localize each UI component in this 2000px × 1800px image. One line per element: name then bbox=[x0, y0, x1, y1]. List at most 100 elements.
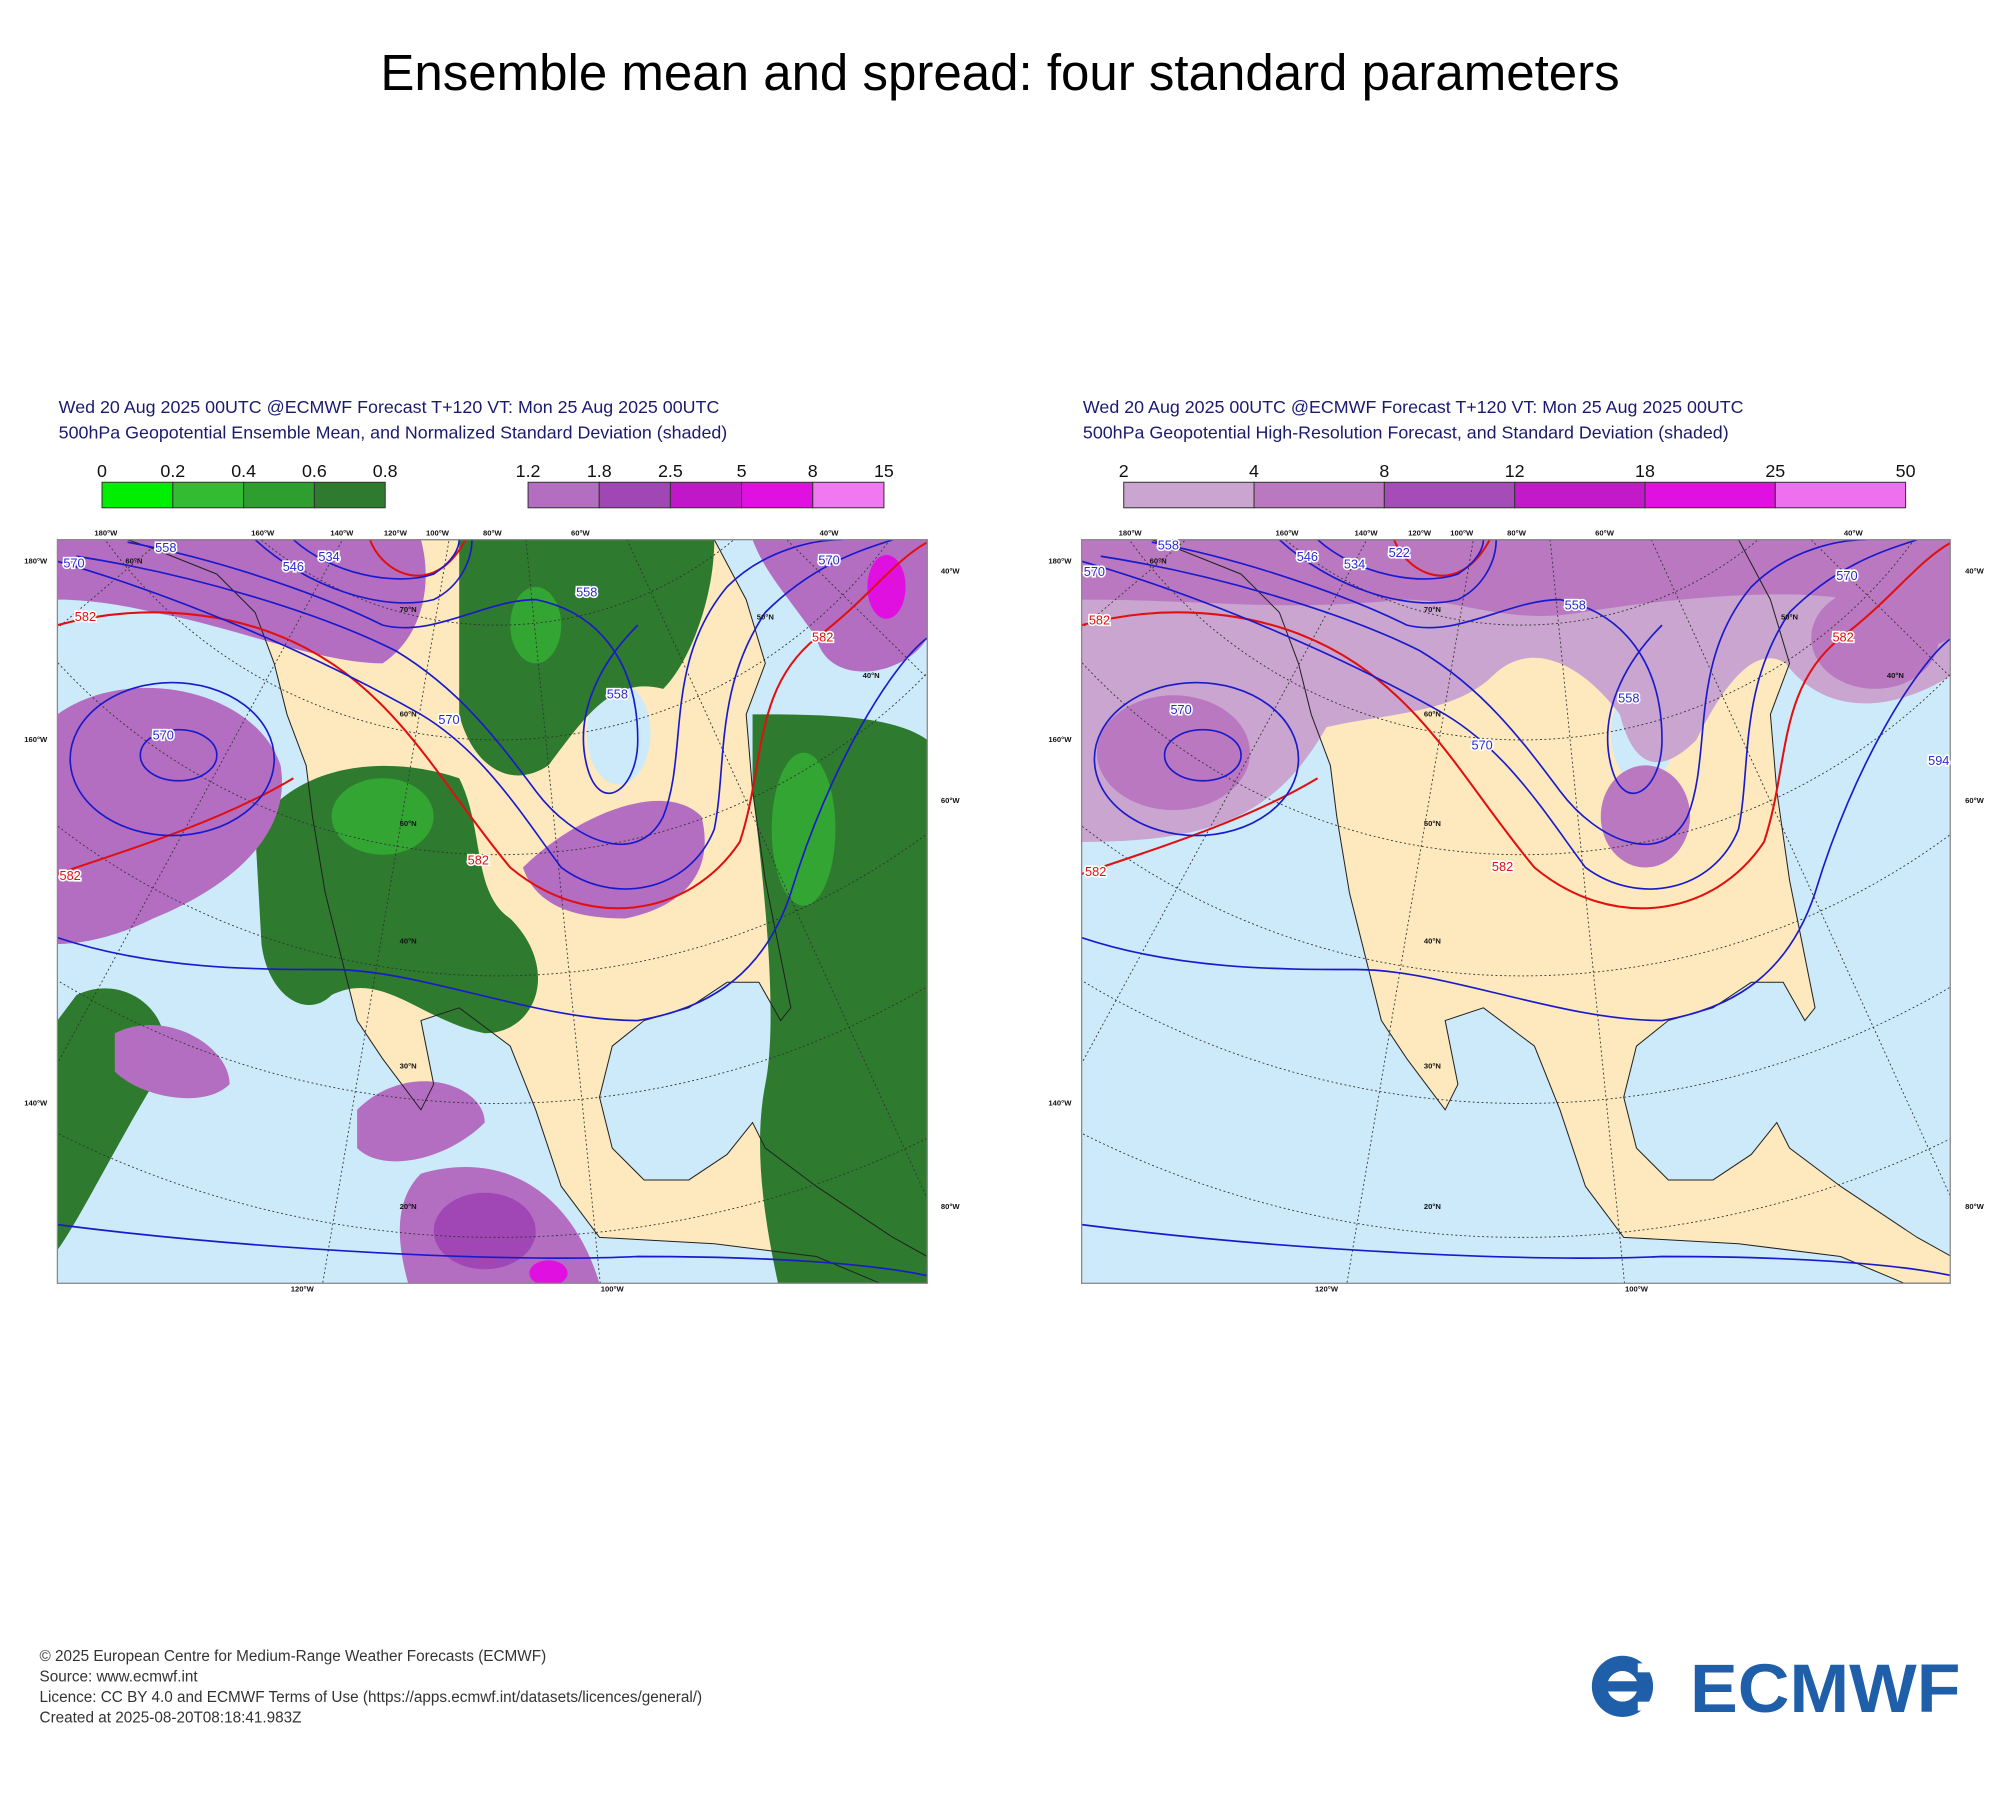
contour-label: 534 bbox=[318, 549, 339, 564]
contour-label: 582 bbox=[812, 629, 833, 644]
contour-label: 570 bbox=[1472, 738, 1493, 753]
map-grid-label: 180°W bbox=[1048, 556, 1072, 565]
map-grid-label: 100°W bbox=[1625, 1285, 1649, 1294]
map-grid-label: 140°W bbox=[330, 528, 354, 537]
contour-label: 558 bbox=[1565, 597, 1586, 612]
map-grid-label: 60°W bbox=[1595, 528, 1615, 537]
map-grid-label: 30°N bbox=[1424, 1061, 1441, 1070]
contour-label: 582 bbox=[1085, 864, 1106, 879]
map-grid-label: 140°W bbox=[1355, 528, 1379, 537]
colorbar-tick-label: 0.6 bbox=[302, 461, 327, 481]
contour-label: 582 bbox=[1089, 613, 1110, 628]
map-grid-label: 50°N bbox=[757, 612, 774, 621]
map-grid-label: 30°N bbox=[400, 1061, 417, 1070]
colorbar-segment bbox=[598, 481, 671, 509]
map-grid-label: 50°N bbox=[1781, 612, 1798, 621]
footer-line: © 2025 European Centre for Medium-Range … bbox=[40, 1648, 547, 1665]
colorbar-tick-label: 25 bbox=[1765, 461, 1785, 481]
map-grid-label: 120°W bbox=[384, 528, 408, 537]
contour-label: 582 bbox=[468, 852, 489, 867]
colorbar-tick-label: 4 bbox=[1249, 461, 1259, 481]
colorbar-tick-label: 1.8 bbox=[587, 461, 612, 481]
logo-icon bbox=[1637, 1701, 1689, 1711]
map-left bbox=[57, 539, 928, 1284]
panel-header: 500hPa Geopotential High-Resolution Fore… bbox=[1083, 423, 1729, 443]
logo bbox=[1591, 1655, 1689, 1717]
map-grid-label: 20°N bbox=[1424, 1202, 1441, 1211]
contour-label: 582 bbox=[1832, 629, 1853, 644]
map-grid-label: 180°W bbox=[94, 528, 118, 537]
map-grid-label: 140°W bbox=[24, 1098, 48, 1107]
contour-label: 582 bbox=[1492, 859, 1513, 874]
map-grid-label: 70°N bbox=[400, 605, 417, 614]
colorbar-segment bbox=[1644, 481, 1776, 509]
map-grid-label: 40°N bbox=[863, 671, 880, 680]
map-grid-label: 160°W bbox=[1048, 735, 1072, 744]
map-grid-label: 40°W bbox=[1965, 567, 1985, 576]
page-title: Ensemble mean and spread: four standard … bbox=[380, 44, 1619, 101]
map-grid-label: 60°W bbox=[941, 796, 961, 805]
colorbar-segment bbox=[1123, 481, 1255, 509]
map-grid-label: 120°W bbox=[1408, 528, 1432, 537]
contour-label: 594 bbox=[1928, 753, 1949, 768]
map-grid-label: 20°N bbox=[400, 1202, 417, 1211]
map-grid-label: 160°W bbox=[1275, 528, 1299, 537]
contour-label: 582 bbox=[75, 609, 96, 624]
map-frame bbox=[56, 539, 928, 1284]
spread-shading bbox=[57, 539, 928, 1284]
map-grid-label: 50°N bbox=[400, 819, 417, 828]
map-grid-label: 160°W bbox=[251, 528, 275, 537]
map-grid-label: 100°W bbox=[426, 528, 450, 537]
map-grid-label: 40°N bbox=[400, 936, 417, 945]
colorbar-segment bbox=[1253, 481, 1385, 509]
map-grid-label: 40°N bbox=[1424, 936, 1441, 945]
map-grid-label: 60°N bbox=[1424, 709, 1441, 718]
panel-header: Wed 20 Aug 2025 00UTC @ECMWF Forecast T+… bbox=[59, 397, 720, 417]
panel-header: Wed 20 Aug 2025 00UTC @ECMWF Forecast T+… bbox=[1083, 397, 1744, 417]
footer-line: Source: www.ecmwf.int bbox=[40, 1668, 199, 1685]
colorbar-tick-label: 0.4 bbox=[231, 461, 256, 481]
contour-label: 570 bbox=[1170, 702, 1191, 717]
colorbar-segment bbox=[1774, 481, 1907, 509]
map-grid-label: 60°N bbox=[125, 556, 142, 565]
colorbar-segment bbox=[1383, 481, 1516, 509]
colorbar-tick-label: 1.2 bbox=[516, 461, 541, 481]
colorbar-tick-label: 8 bbox=[1379, 461, 1389, 481]
contour-label: 546 bbox=[1297, 549, 1318, 564]
colorbar-tick-label: 2 bbox=[1119, 461, 1129, 481]
map-grid-label: 40°W bbox=[820, 528, 840, 537]
contour-label: 558 bbox=[155, 540, 176, 555]
contour-label: 570 bbox=[153, 727, 174, 742]
colorbar-segment bbox=[313, 481, 386, 509]
colorbar-tick-label: 18 bbox=[1635, 461, 1655, 481]
footer-line: Created at 2025-08-20T08:18:41.983Z bbox=[40, 1709, 302, 1726]
colorbar-segment bbox=[669, 481, 743, 509]
map-grid-label: 60°W bbox=[571, 528, 591, 537]
colorbar-tick-label: 2.5 bbox=[658, 461, 683, 481]
colorbar-tick-label: 8 bbox=[808, 461, 818, 481]
contour-label: 570 bbox=[1084, 564, 1105, 579]
logo-text: ECMWF bbox=[1690, 1650, 1960, 1727]
map-grid-label: 80°W bbox=[941, 1202, 961, 1211]
map-grid-label: 160°W bbox=[24, 735, 48, 744]
contour-label: 534 bbox=[1344, 557, 1365, 572]
contour-label: 546 bbox=[283, 559, 304, 574]
panel-header: 500hPa Geopotential Ensemble Mean, and N… bbox=[59, 423, 728, 443]
contour-label: 570 bbox=[63, 555, 84, 570]
map-grid-label: 40°W bbox=[1844, 528, 1864, 537]
logo-icon bbox=[1637, 1663, 1689, 1673]
map-grid-label: 50°N bbox=[1424, 819, 1441, 828]
colorbar-tick-label: 12 bbox=[1505, 461, 1525, 481]
map-grid-label: 70°N bbox=[1424, 605, 1441, 614]
colorbar-segment bbox=[741, 481, 814, 509]
colorbar-tick-label: 0 bbox=[97, 461, 107, 481]
map-frame bbox=[1080, 539, 1951, 1284]
colorbar-segment bbox=[1514, 481, 1646, 509]
colorbar-segment bbox=[172, 481, 245, 509]
colorbar-segment bbox=[101, 481, 174, 509]
colorbar-segment bbox=[243, 481, 315, 509]
colorbar-segment bbox=[812, 481, 885, 509]
contour-label: 522 bbox=[1389, 545, 1410, 560]
contour-label: 558 bbox=[607, 687, 628, 702]
